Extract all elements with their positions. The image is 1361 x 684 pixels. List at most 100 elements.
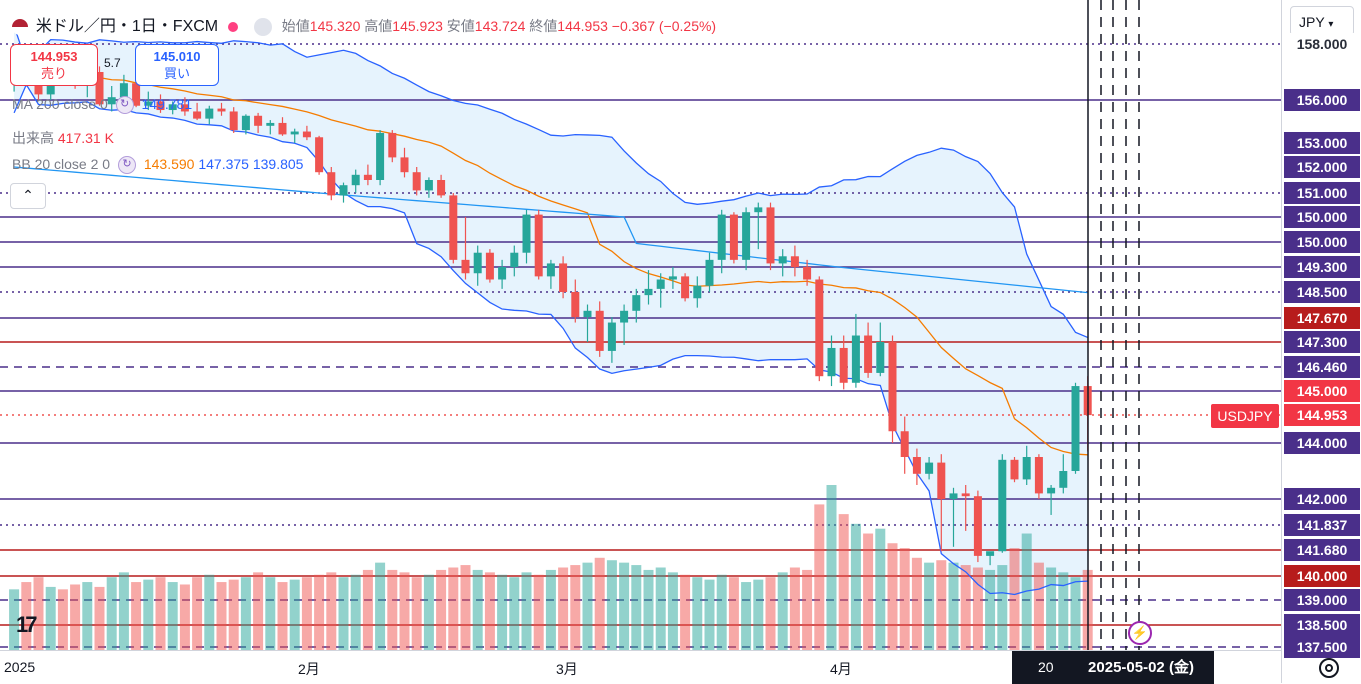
candlestick-chart[interactable] bbox=[0, 0, 1281, 650]
volume-bar bbox=[338, 577, 349, 650]
candle-body bbox=[498, 267, 507, 280]
price-label: 151.000 bbox=[1284, 182, 1360, 204]
eye-icon[interactable] bbox=[253, 18, 272, 37]
price-label: 138.500 bbox=[1284, 614, 1360, 636]
volume-bar bbox=[228, 579, 239, 650]
change-value: −0.367 (−0.25%) bbox=[611, 18, 717, 34]
volume-bar bbox=[179, 584, 190, 650]
volume-bar bbox=[887, 543, 898, 650]
candle-body bbox=[559, 263, 568, 292]
volume-bar bbox=[838, 514, 849, 650]
candle-body bbox=[1010, 459, 1019, 480]
symbol-badge: USDJPY bbox=[1211, 404, 1279, 428]
volume-label: 出来高 bbox=[12, 130, 54, 146]
volume-bar bbox=[1058, 572, 1069, 650]
volume-bar bbox=[997, 565, 1008, 650]
volume-bar bbox=[350, 574, 361, 650]
candle-body bbox=[668, 276, 677, 280]
candle-body bbox=[534, 214, 543, 277]
candle-body bbox=[424, 180, 433, 191]
volume-bar bbox=[277, 582, 288, 650]
candle-body bbox=[522, 214, 531, 253]
candle-body bbox=[266, 122, 275, 126]
price-label: 153.000 bbox=[1284, 132, 1360, 154]
low-value: 143.724 bbox=[474, 18, 526, 34]
time-axis[interactable]: 2025 2月 3月 4月 20 2025-05-02 (金) bbox=[0, 650, 1281, 684]
price-label: 141.680 bbox=[1284, 539, 1360, 561]
candle-body bbox=[180, 104, 189, 112]
volume-bar bbox=[911, 557, 922, 650]
tradingview-logo[interactable]: 17 bbox=[16, 612, 38, 637]
lightning-icon[interactable]: ⚡ bbox=[1128, 621, 1152, 645]
price-label: 150.000 bbox=[1284, 206, 1360, 228]
candle-body bbox=[839, 347, 848, 383]
buy-label: 買い bbox=[163, 66, 190, 81]
volume-bar bbox=[265, 577, 276, 650]
volume-bar bbox=[777, 572, 788, 650]
collapse-legend-button[interactable]: ⌃ bbox=[10, 183, 46, 209]
candle-body bbox=[1022, 457, 1031, 480]
candle-body bbox=[376, 132, 385, 180]
price-label: 158.000 bbox=[1284, 33, 1360, 55]
refresh-icon[interactable]: ↻ bbox=[117, 156, 136, 175]
sell-button[interactable]: 144.953 売り bbox=[10, 44, 98, 86]
ma-indicator[interactable]: MA 200 close 0 ↻ 149.781 bbox=[12, 96, 192, 115]
volume-bar bbox=[863, 533, 874, 650]
volume-bar bbox=[448, 567, 459, 650]
candle-body bbox=[119, 83, 128, 98]
volume-bar bbox=[57, 589, 68, 650]
bb-basis-value: 143.590 bbox=[143, 156, 195, 172]
volume-bar bbox=[9, 589, 20, 650]
refresh-icon[interactable]: ↻ bbox=[115, 96, 134, 115]
candle-body bbox=[302, 131, 311, 138]
buy-button[interactable]: 145.010 買い bbox=[135, 44, 219, 86]
candle-body bbox=[1034, 457, 1043, 494]
candle-body bbox=[144, 101, 153, 106]
candle-body bbox=[717, 214, 726, 260]
volume-bar bbox=[33, 577, 44, 650]
price-label: 149.300 bbox=[1284, 256, 1360, 278]
volume-bar bbox=[509, 577, 520, 650]
bollinger-band-fill bbox=[14, 26, 1088, 595]
volume-bar bbox=[728, 577, 739, 650]
volume-bar bbox=[118, 572, 129, 650]
live-dot-icon[interactable] bbox=[228, 22, 239, 33]
candle-body bbox=[754, 207, 763, 213]
volume-bar bbox=[326, 572, 337, 650]
volume-bar bbox=[423, 574, 434, 650]
candle-body bbox=[351, 174, 360, 186]
price-axis[interactable]: JPY ▾ 158.000 156.000 153.000 152.000 151.00… bbox=[1281, 0, 1361, 683]
volume-bar bbox=[716, 574, 727, 650]
candle-body bbox=[620, 310, 629, 323]
bb-indicator[interactable]: BB 20 close 2 0 ↻ 143.590 147.375 139.80… bbox=[12, 156, 303, 175]
high-label: 高値 bbox=[364, 18, 393, 34]
volume-bar bbox=[1046, 567, 1057, 650]
settings-icon[interactable] bbox=[1319, 658, 1339, 678]
candle-body bbox=[193, 111, 202, 119]
time-cursor-bg: 20 bbox=[1012, 651, 1068, 684]
volume-bar bbox=[850, 523, 861, 650]
symbol-title[interactable]: 米ドル／円・1日・FXCM bbox=[35, 18, 219, 35]
candle-body bbox=[217, 108, 226, 112]
time-label-2025: 2025 bbox=[4, 659, 36, 675]
candle-body bbox=[241, 115, 250, 131]
candle-body bbox=[510, 252, 519, 267]
price-label: 148.500 bbox=[1284, 281, 1360, 303]
candle-body bbox=[156, 101, 165, 111]
high-value: 145.923 bbox=[392, 18, 443, 34]
chevron-up-icon: ⌃ bbox=[22, 187, 34, 203]
us-flag-icon bbox=[12, 19, 28, 36]
ma-label: MA 200 close 0 bbox=[12, 96, 108, 112]
volume-bar bbox=[216, 582, 227, 650]
volume-bar bbox=[680, 574, 691, 650]
volume-indicator[interactable]: 出来高 417.31 K bbox=[12, 128, 114, 148]
chart-area[interactable]: 米ドル／円・1日・FXCM 始値145.320 高値145.923 安値143.… bbox=[0, 0, 1281, 650]
candle-body bbox=[1071, 386, 1080, 471]
sell-price: 144.953 bbox=[30, 49, 78, 64]
candle-body bbox=[339, 185, 348, 196]
volume-bar bbox=[521, 572, 532, 650]
volume-bar bbox=[972, 567, 983, 650]
candle-body bbox=[1059, 471, 1068, 488]
currency-button[interactable]: JPY ▾ bbox=[1290, 6, 1354, 36]
price-label: 144.000 bbox=[1284, 432, 1360, 454]
